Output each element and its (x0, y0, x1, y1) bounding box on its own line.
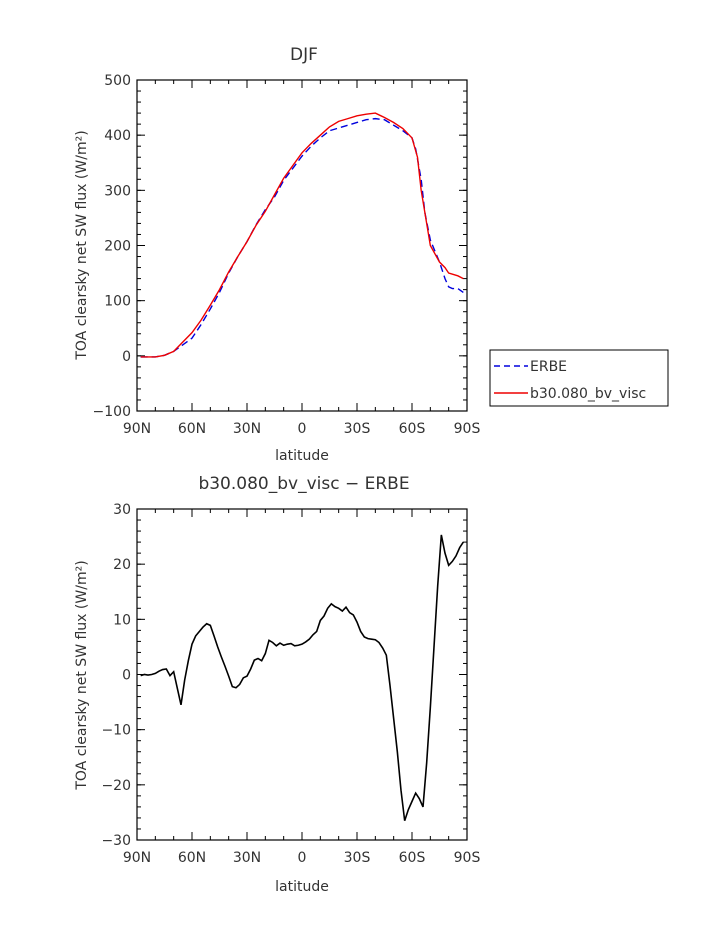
series-line-difference (140, 534, 464, 821)
series-line-b30-080-bv-visc (140, 112, 464, 358)
bottom-x-axis-label: latitude (275, 879, 329, 895)
top-axes-ticks: 90N 60N 30N 0 30S 60S 90S −100 0 100 200 300 400 500 (93, 73, 481, 437)
top-series-layer (140, 112, 464, 358)
x-tick-label: 30S (344, 850, 371, 866)
x-tick-label: 60S (399, 421, 426, 437)
y-tick-label: 500 (104, 73, 131, 89)
y-tick-label: −30 (101, 833, 131, 849)
bottom-series-layer (140, 534, 464, 821)
x-tick-label: 90S (454, 850, 481, 866)
x-tick-label: 90S (454, 421, 481, 437)
top-panel: DJF 90N 60N 30N 0 30S 60S 90S −100 0 100 200 300 400… (74, 45, 669, 464)
y-tick-label: 100 (104, 294, 131, 310)
x-tick-label: 30N (233, 421, 261, 437)
x-tick-label: 0 (298, 850, 307, 866)
y-tick-label: 0 (122, 668, 131, 684)
bottom-panel: b30.080_bv_visc − ERBE 90N 60N 30N 0 30S 60S 9… (74, 474, 480, 895)
x-tick-label: 90N (123, 850, 151, 866)
top-x-axis-label: latitude (275, 448, 329, 464)
y-tick-label: −20 (101, 778, 131, 794)
y-tick-label: 200 (104, 239, 131, 255)
x-tick-label: 90N (123, 421, 151, 437)
y-tick-label: −10 (101, 723, 131, 739)
x-tick-label: 30N (233, 850, 261, 866)
x-tick-label: 60S (399, 850, 426, 866)
series-line-erbe (140, 117, 464, 358)
y-tick-label: 0 (122, 349, 131, 365)
legend: ERBE b30.080_bv_visc (489, 349, 669, 407)
legend-label-b30-080-bv-visc: b30.080_bv_visc (530, 386, 646, 402)
x-tick-label: 30S (344, 421, 371, 437)
bottom-chart-title: b30.080_bv_visc − ERBE (198, 474, 409, 494)
x-tick-label: 0 (298, 421, 307, 437)
y-tick-label: 400 (104, 128, 131, 144)
bottom-y-axis-label: TOA clearsky net SW flux (W/m²) (74, 560, 90, 790)
top-chart-title: DJF (290, 45, 318, 65)
bottom-axes-ticks: 90N 60N 30N 0 30S 60S 90S −30 −20 −10 0 10 20 30 (101, 502, 480, 866)
top-y-axis-label: TOA clearsky net SW flux (W/m²) (74, 130, 90, 360)
y-tick-label: 300 (104, 183, 131, 199)
legend-frame (489, 349, 669, 407)
legend-label-erbe: ERBE (530, 359, 567, 375)
top-plot-frame (136, 79, 468, 412)
x-tick-label: 60N (178, 850, 206, 866)
y-tick-label: 20 (113, 557, 131, 573)
y-tick-label: −100 (93, 404, 131, 420)
y-tick-label: 30 (113, 502, 131, 518)
x-tick-label: 60N (178, 421, 206, 437)
y-tick-label: 10 (113, 612, 131, 628)
